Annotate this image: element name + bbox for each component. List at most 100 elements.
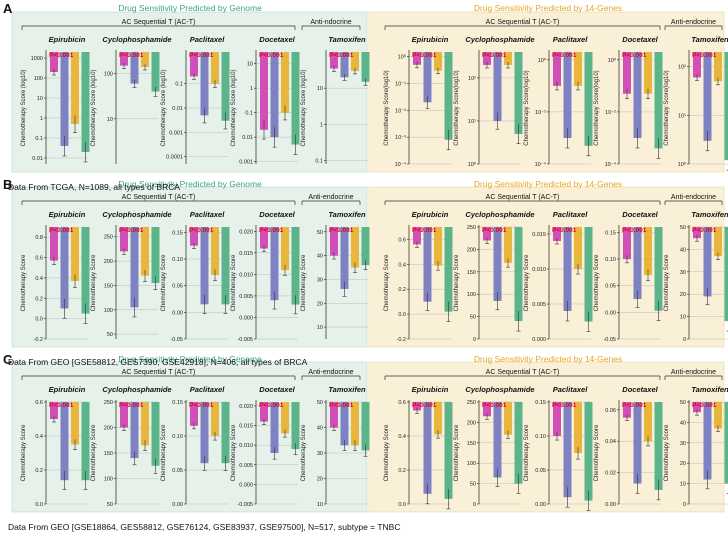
y-tick-label: 10² [678,65,686,71]
bar-2 [633,402,642,484]
bar-4 [444,402,453,499]
y-tick-label: 250 [467,400,476,406]
p-value-annotation: P<0.001 [329,402,354,409]
y-tick-label: 0.05 [172,468,183,474]
bar-1 [260,402,268,422]
bar-3 [141,227,149,276]
subplot-title: Docetaxel [259,385,295,394]
bar-4 [514,227,523,322]
bar-2 [633,52,642,138]
subplot-title: Epirubicin [49,385,86,394]
y-tick-label: 10 [317,502,323,508]
y-tick-label: 0.000 [239,315,253,321]
subplot-a-genome-tamoxifen: Tamoxifen Chemotherapy Score (log10) 10 1 0.… [301,35,370,164]
subplot-title: Paclitaxel [190,35,226,44]
14-genes-panel-title: Drug Sensitivity Predicted by 14-Genes [474,3,622,13]
y-tick-label: 100 [104,477,113,483]
y-tick-label: 10⁰ [608,57,617,64]
subplot-title: Cyclophosphamide [102,210,171,219]
p-value-annotation: P<0.001 [259,402,284,409]
bar-1 [483,227,491,241]
subplot-title: Tamoxifen [328,35,366,44]
subplot-title: Epirubicin [412,210,449,219]
y-axis-label: Chemotherapy Score [161,424,167,481]
bar-1 [623,402,631,418]
y-tick-label: -0.005 [237,502,253,508]
y-tick-label: 0.2 [35,468,43,474]
y-tick-label: 10⁻² [535,110,546,116]
y-tick-label: 0.0 [35,317,43,323]
subplot-c-14-genes-paclitaxel: Paclitaxel Chemotherapy Score 0.15 0.10 0.05… [524,385,593,511]
subplot-b-14-genes-paclitaxel: Paclitaxel Chemotherapy Score 0.015 0.010 0.… [524,210,593,343]
y-tick-label: 150 [104,283,113,289]
subplot-title: Paclitaxel [553,385,589,394]
subplot-a-genome-paclitaxel: Paclitaxel Chemotherapy Score (log10) 0.1 0… [161,35,230,164]
bar-3 [71,227,79,281]
y-tick-label: 200 [467,420,476,426]
bar-3 [434,402,442,435]
bar-4 [584,227,593,322]
subplot-title: Tamoxifen [328,385,366,394]
genome-panel-title: Drug Sensitivity Predicted by Genome [118,179,262,189]
row-letter: C [3,352,13,367]
bar-1 [50,402,58,419]
bar-4 [81,52,90,152]
p-value-annotation: P<0.001 [259,52,284,59]
y-tick-label: 0.6 [35,256,43,262]
subplot-title: Cyclophosphamide [465,210,534,219]
bar-3 [574,402,582,453]
subplot-c-genome-cyclophosphamide: Cyclophosphamide Chemotherapy Score 250 200… [91,385,172,508]
y-tick-label: 0.01 [32,156,43,162]
y-tick-label: 0.06 [605,408,616,414]
y-tick-label: 0.00 [535,502,546,508]
y-tick-label: 0.1 [315,158,323,164]
y-tick-label: 0.10 [605,257,616,263]
y-tick-label: 20 [680,292,686,298]
bar-2 [200,52,209,116]
subplot-title: Cyclophosphamide [102,385,171,394]
y-tick-label: 0.001 [169,130,183,136]
y-axis-label: Chemotherapy Score (log10) [21,69,27,146]
bar-1 [553,402,561,436]
bar-2 [493,52,502,121]
y-tick-label: 0 [683,502,686,508]
y-tick-label: 0.000 [239,482,253,488]
y-tick-label: 0.015 [239,251,253,257]
bar-2 [423,227,432,302]
bar-2 [563,52,572,138]
bar-4 [584,402,593,501]
subplot-b-14-genes-cyclophosphamide: Cyclophosphamide Chemotherapy Score 250 200… [454,210,535,343]
bar-1 [623,52,631,94]
y-tick-label: 10¹ [678,113,686,119]
bar-4 [724,227,728,322]
bar-1 [330,52,338,69]
bar-4 [361,402,370,451]
y-axis-label: Chemotherapy Score [664,254,670,311]
subplot-c-14-genes-tamoxifen: Tamoxifen Chemotherapy Score 50 40 30 20 10 0 P<… [664,385,728,508]
y-tick-label: 0.010 [239,272,253,278]
y-tick-label: 100 [104,308,113,314]
bar-2 [493,227,502,301]
bar-3 [141,402,149,446]
p-value-annotation: P<0.001 [119,227,144,234]
bar-4 [291,402,300,450]
y-tick-label: -0.2 [397,337,406,343]
y-tick-label: 250 [467,225,476,231]
bar-1 [693,402,701,413]
y-tick-label: -0.05 [603,337,616,343]
y-axis-label: Chemotherapy Score [454,254,460,311]
bar-2 [423,52,432,103]
p-value-annotation: P<0.001 [692,52,717,59]
bar-1 [413,52,421,65]
bar-3 [351,402,359,446]
bar-1 [190,402,198,426]
bar-3 [504,227,512,263]
y-tick-label: 0.10 [535,434,546,440]
bar-3 [141,52,149,67]
y-tick-label: 0 [683,337,686,343]
y-tick-label: 10⁻⁴ [535,161,547,168]
y-axis-label: Chemotherapy Score [384,254,390,311]
y-tick-label: 0.10 [172,257,183,263]
y-tick-label: 0 [473,502,476,508]
subplot-title: Docetaxel [622,385,658,394]
